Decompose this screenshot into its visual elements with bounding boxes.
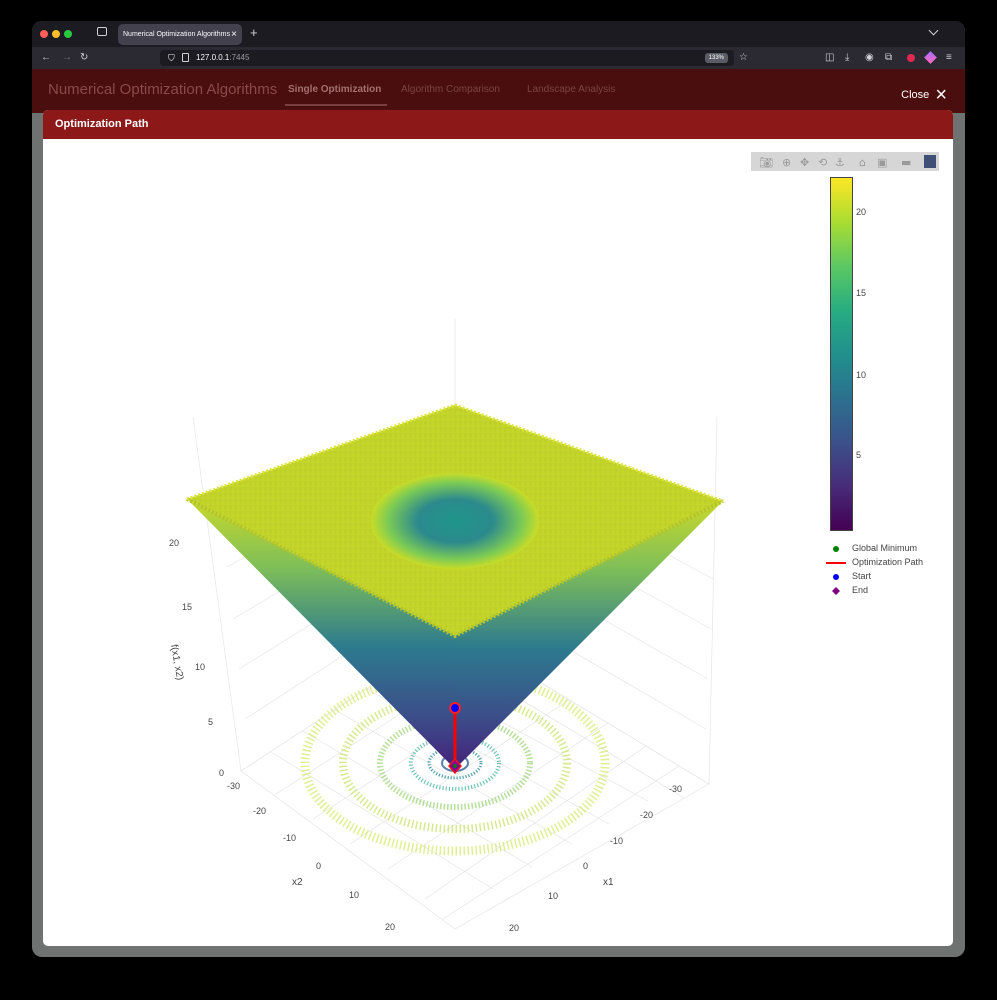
minimize-window-button[interactable] — [52, 30, 60, 38]
close-label: Close — [901, 89, 930, 101]
optimization-path — [448, 702, 462, 775]
z-tick-5: 5 — [208, 717, 213, 727]
plot-3d-canvas[interactable]: 20 15 10 5 0 f(x1, x2) -30 -20 -10 0 10 … — [43, 139, 953, 945]
shield-icon: ⛉ — [168, 53, 175, 63]
close-window-button[interactable] — [40, 30, 48, 38]
x2-tick-m30: -30 — [227, 781, 240, 791]
browser-tab[interactable]: Numerical Optimization Algorithms × — [118, 24, 242, 45]
plot-legend: Global Minimum Optimization Path Start E… — [825, 542, 945, 598]
z-tick-10: 10 — [195, 662, 205, 672]
x1-axis: -30 -20 -10 0 10 20 30 x1 — [509, 784, 682, 933]
pan-icon[interactable]: ✥ — [800, 156, 809, 169]
z-tick-20: 20 — [169, 538, 179, 548]
x2-tick-m10: -10 — [283, 833, 296, 843]
plot-modebar: 📷︎ ⊕ ✥ ⟲ ⚓ ⌂ ▣ ▬ — [751, 152, 939, 171]
reset-camera-icon[interactable]: ⌂ — [859, 156, 866, 169]
x2-tick-0: 0 — [316, 861, 321, 871]
colorbar-tick-15: 15 — [856, 288, 867, 298]
url-host: 127.0.0.1 — [196, 53, 230, 62]
app-navbar: Numerical Optimization Algorithms Single… — [32, 69, 965, 113]
legend-item-global-minimum[interactable]: Global Minimum — [825, 542, 945, 556]
x1-tick-m20: -20 — [640, 810, 653, 820]
legend-item-start[interactable]: Start — [825, 570, 945, 584]
z-tick-15: 15 — [182, 602, 192, 612]
back-arrow-icon[interactable]: ← — [41, 52, 51, 63]
url-port: :7445 — [229, 53, 250, 62]
x2-axis: -30 -20 -10 0 10 20 30 x2 — [227, 781, 395, 932]
plot-modal: Optimization Path — [43, 110, 953, 946]
legend-label: Global Minimum — [852, 543, 918, 553]
hover-icon[interactable]: ▣ — [877, 156, 887, 169]
toggle-spike-icon[interactable]: ▬ — [901, 156, 911, 169]
legend-item-optimization-path[interactable]: Optimization Path — [825, 556, 945, 570]
colorbar-tick-20: 20 — [856, 207, 867, 217]
modal-title: Optimization Path — [43, 110, 953, 139]
tab-landscape-analysis[interactable]: Landscape Analysis — [527, 84, 616, 95]
url-bar[interactable]: ⛉ 127.0.0.1:7445 133% — [160, 50, 734, 66]
x1-tick-m10: -10 — [610, 836, 623, 846]
legend-item-end[interactable]: End — [825, 584, 945, 598]
account-icon[interactable]: ◉ — [865, 52, 874, 63]
extension-badge-icon[interactable] — [907, 54, 915, 62]
z-axis-label: f(x1, x2) — [168, 644, 185, 681]
camera-icon[interactable]: 📷︎ — [759, 156, 773, 169]
maximize-window-button[interactable] — [64, 30, 72, 38]
x1-tick-0: 0 — [583, 861, 588, 871]
x2-tick-m20: -20 — [253, 806, 266, 816]
x1-tick-10: 10 — [548, 891, 558, 901]
nav-toolbar: ← → ↻ ⛉ 127.0.0.1:7445 133% ☆ ◫ ⤓ ◉ ⧉ ≡ — [32, 47, 965, 69]
browser-window: Numerical Optimization Algorithms × + ← … — [32, 21, 965, 957]
tab-bar: Numerical Optimization Algorithms × + — [32, 21, 965, 47]
colorbar-tick-5: 5 — [856, 450, 862, 460]
start-marker — [449, 702, 461, 714]
extension-gem-icon[interactable] — [924, 51, 937, 64]
x2-tick-20: 20 — [385, 922, 395, 932]
extensions-icon[interactable]: ⧉ — [885, 52, 893, 63]
x2-tick-10: 10 — [349, 890, 359, 900]
downloads-icon[interactable]: ⤓ — [845, 52, 850, 63]
x2-axis-label: x2 — [292, 877, 303, 888]
z-tick-0: 0 — [219, 768, 224, 778]
orbit-icon[interactable]: ⟲ — [818, 156, 827, 169]
global-minimum-marker — [453, 764, 457, 768]
list-tabs-chevron-icon[interactable] — [928, 25, 939, 36]
new-tab-button[interactable]: + — [250, 25, 258, 40]
tab-single-optimization[interactable]: Single Optimization — [288, 84, 382, 95]
tab-close-icon[interactable]: × — [231, 29, 237, 40]
plotly-logo-icon[interactable] — [924, 155, 936, 168]
x1-tick-20: 20 — [509, 923, 519, 933]
tab-title: Numerical Optimization Algorithms — [123, 31, 230, 38]
legend-label: Start — [852, 571, 872, 581]
zoom-icon[interactable]: ⊕ — [782, 156, 791, 169]
x1-tick-m30: -30 — [669, 784, 682, 794]
legend-label: Optimization Path — [852, 557, 924, 567]
bookmark-star-icon[interactable]: ☆ — [739, 52, 748, 63]
zoom-level-badge[interactable]: 133% — [704, 53, 728, 63]
surface-mesh — [186, 403, 724, 769]
pocket-icon[interactable]: ◫ — [825, 52, 835, 63]
colorbar-tick-10: 10 — [856, 370, 867, 380]
page-icon — [182, 53, 189, 62]
close-button[interactable]: Close × — [901, 84, 947, 107]
app-title: Numerical Optimization Algorithms — [48, 81, 278, 98]
active-tab-indicator — [285, 104, 387, 106]
colorbar — [830, 177, 853, 531]
z-axis: 20 15 10 5 0 f(x1, x2) — [168, 538, 224, 778]
forward-arrow-icon[interactable]: → — [62, 52, 72, 63]
legend-label: End — [852, 585, 869, 595]
x1-axis-label: x1 — [603, 877, 614, 888]
tab-algorithm-comparison[interactable]: Algorithm Comparison — [401, 84, 500, 95]
tab-groups-icon[interactable] — [97, 27, 107, 36]
menu-hamburger-icon[interactable]: ≡ — [946, 52, 952, 63]
close-icon: × — [935, 84, 947, 106]
turntable-icon[interactable]: ⚓ — [835, 156, 845, 169]
reload-icon[interactable]: ↻ — [80, 52, 89, 63]
